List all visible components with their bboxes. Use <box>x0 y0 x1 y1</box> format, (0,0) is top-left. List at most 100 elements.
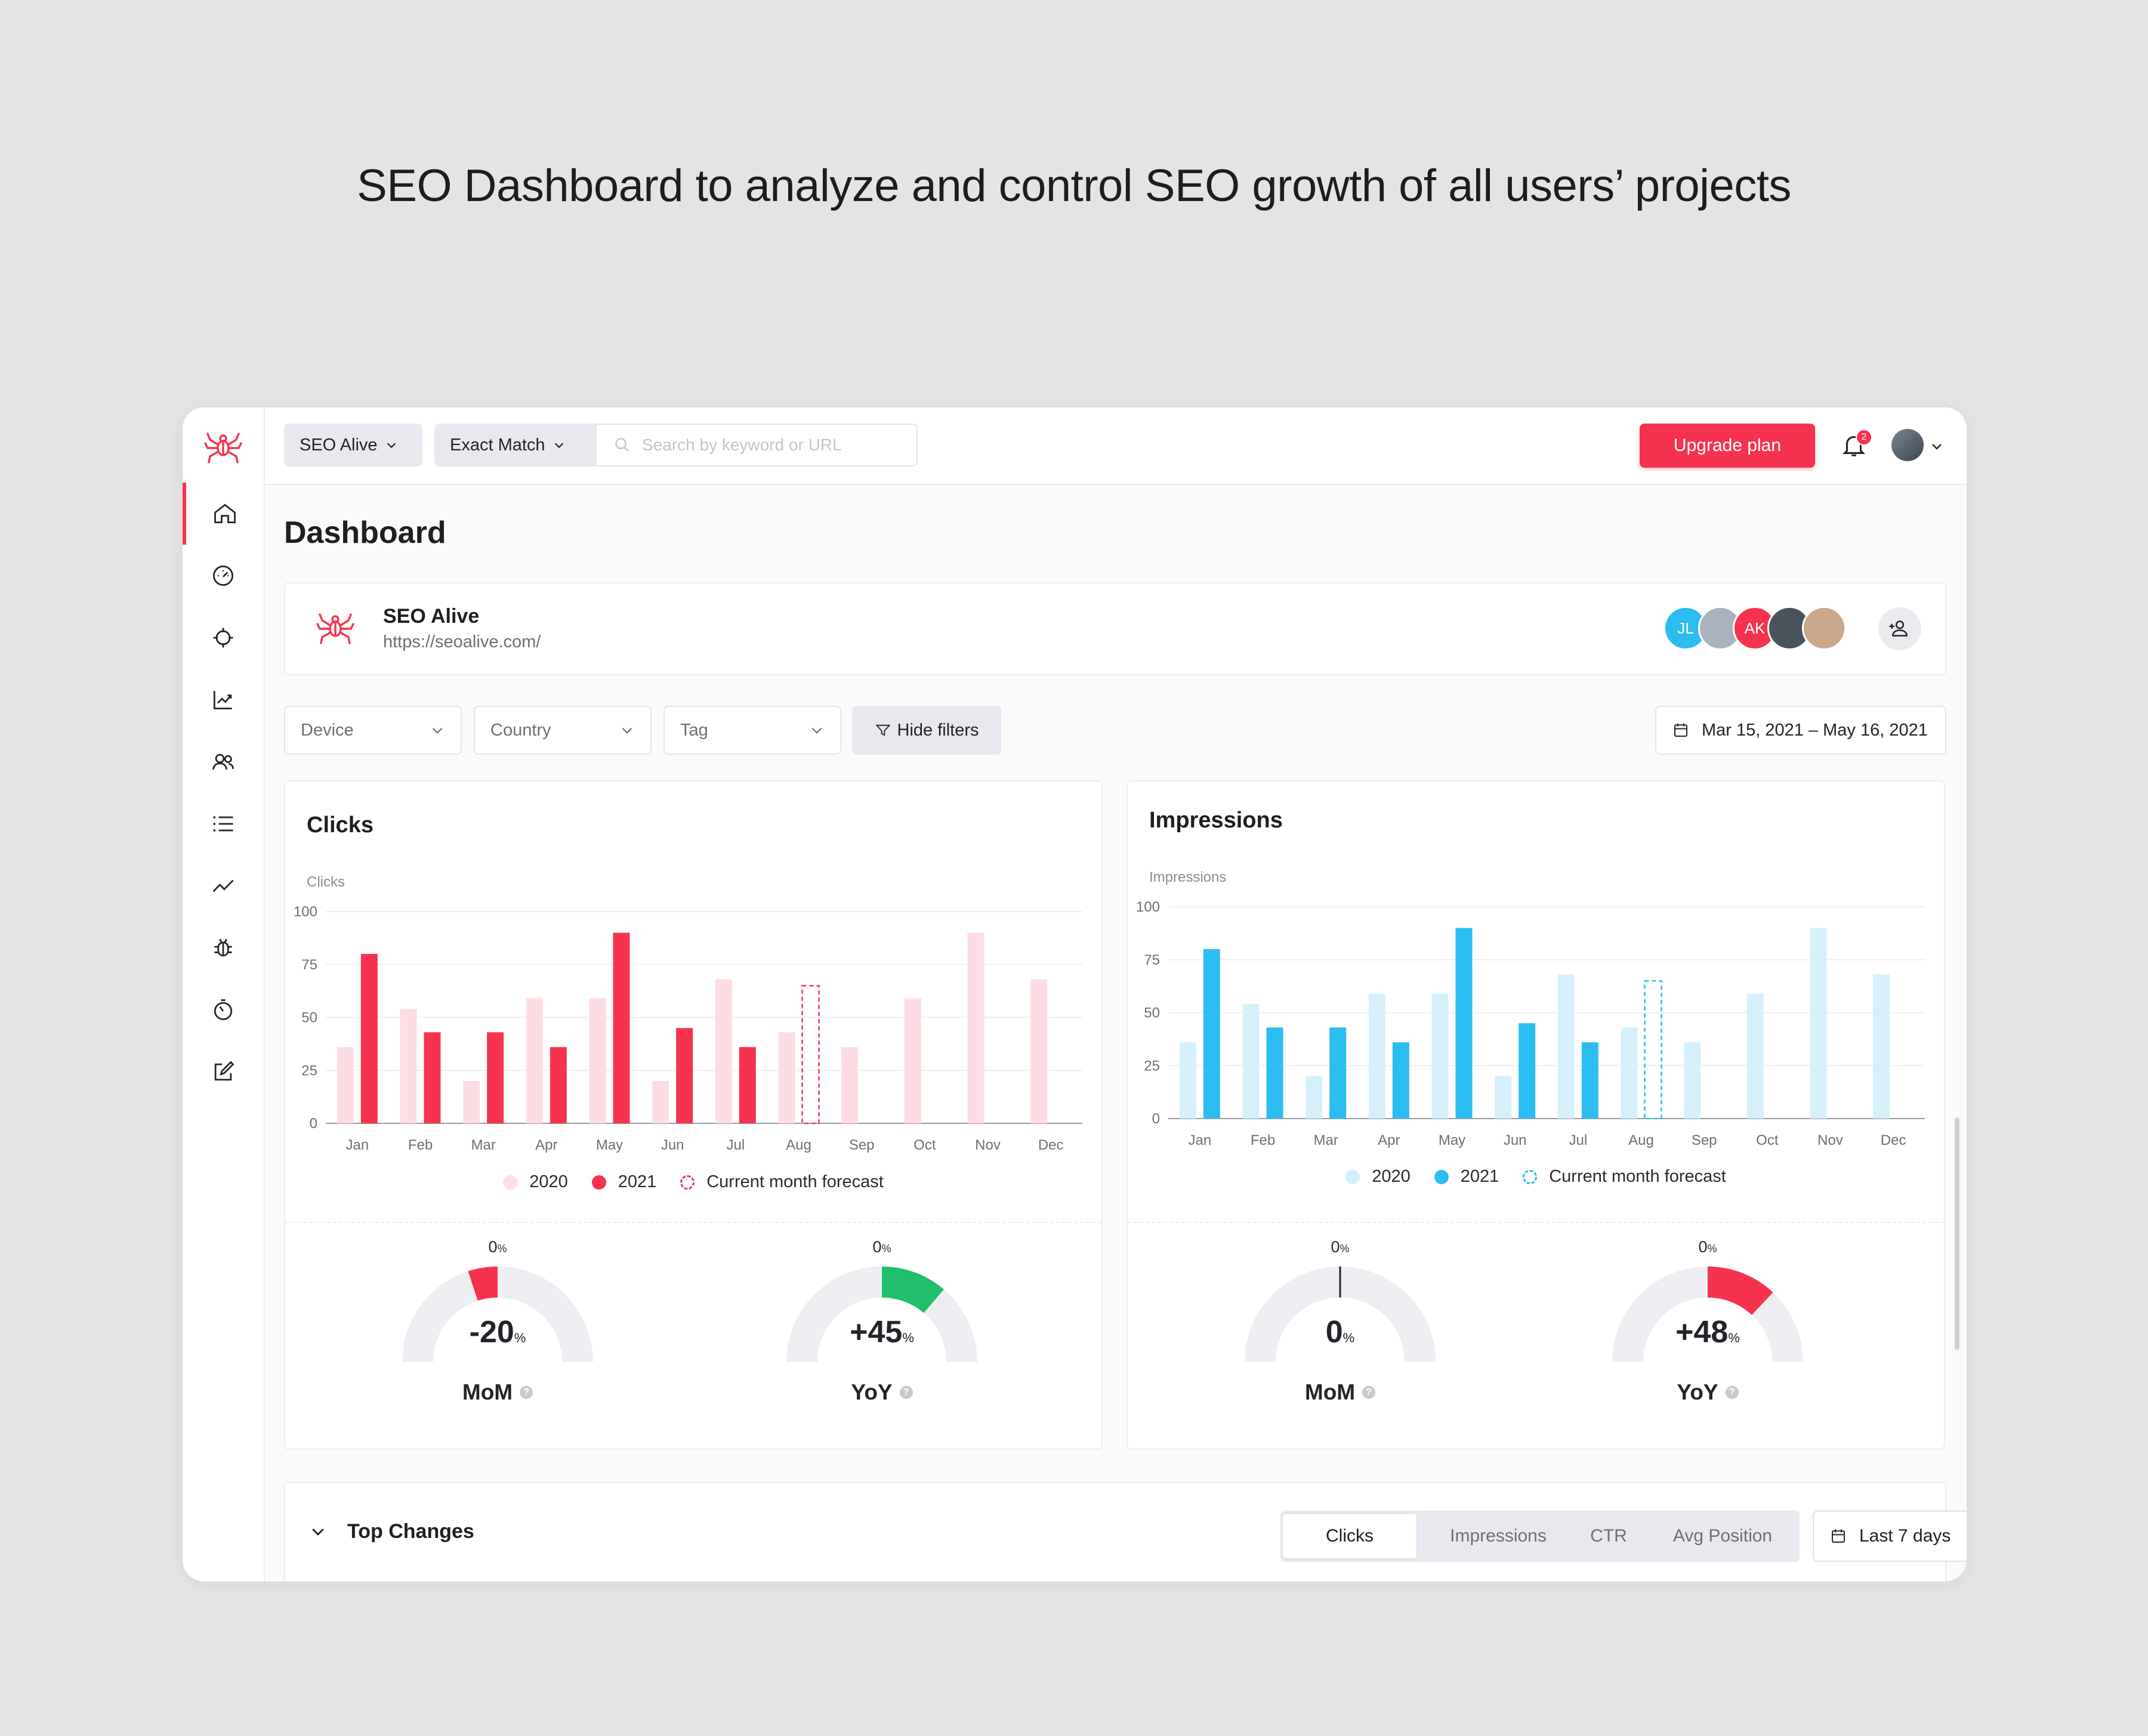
scrollbar[interactable] <box>1955 1117 1959 1350</box>
bar-2021[interactable] <box>424 1032 441 1123</box>
bar-2020[interactable] <box>904 998 921 1123</box>
project-select[interactable]: SEO Alive <box>284 424 422 467</box>
bar-2020[interactable] <box>841 1047 859 1123</box>
bar-2020[interactable] <box>1179 1042 1196 1119</box>
sidebar-item-home[interactable] <box>183 483 264 545</box>
bar-2021[interactable] <box>487 1032 504 1123</box>
avatar[interactable] <box>1802 606 1846 650</box>
bar-2020[interactable] <box>1873 974 1890 1119</box>
help-icon[interactable]: ? <box>1725 1386 1739 1399</box>
sidebar-item-trend[interactable] <box>183 855 264 917</box>
bar-2021[interactable] <box>739 1047 756 1123</box>
bar-2021[interactable] <box>360 954 378 1123</box>
bar-2020[interactable] <box>1431 993 1449 1119</box>
hide-filters-button[interactable]: Hide filters <box>852 706 1001 755</box>
top-bar: SEO Alive Exact Match Search by keyword … <box>183 407 1967 485</box>
sidebar-item-users[interactable] <box>183 731 264 793</box>
legend-dot <box>591 1175 606 1190</box>
bar-2020[interactable] <box>1746 993 1764 1119</box>
bar-2020[interactable] <box>463 1081 480 1123</box>
bar-2020[interactable] <box>526 998 543 1123</box>
bar-2020[interactable] <box>967 932 984 1124</box>
bar-2021[interactable] <box>1266 1027 1283 1119</box>
gauge-track <box>1245 1267 1436 1362</box>
date-range-picker[interactable]: Mar 15, 2021 – May 16, 2021 <box>1655 706 1946 755</box>
user-avatar[interactable] <box>1891 429 1924 461</box>
tab-impressions[interactable]: Impressions <box>1450 1526 1547 1546</box>
bar-2020[interactable] <box>1495 1076 1512 1119</box>
period-select[interactable]: Last 7 days <box>1813 1510 1967 1562</box>
x-tick-label: Jul <box>726 1137 745 1153</box>
bar-2020[interactable] <box>337 1047 354 1123</box>
project-select-label: SEO Alive <box>300 435 378 455</box>
bar-2020[interactable] <box>652 1081 669 1123</box>
x-tick-label: Sep <box>1692 1132 1717 1148</box>
bar-2021[interactable] <box>613 932 630 1124</box>
gauge-arc <box>402 1267 593 1362</box>
project-url[interactable]: https://seoalive.com/ <box>383 632 541 651</box>
sidebar-item-speed[interactable] <box>183 545 264 607</box>
gauge-value: -20% <box>402 1314 593 1350</box>
divider <box>1128 1222 1944 1223</box>
device-select[interactable]: Device <box>284 706 462 755</box>
bar-2021[interactable] <box>1519 1023 1536 1119</box>
bar-2020[interactable] <box>1368 993 1385 1119</box>
bar-2020[interactable] <box>1306 1076 1323 1119</box>
bar-2020[interactable] <box>589 998 606 1123</box>
bar-2021[interactable] <box>676 1028 693 1123</box>
legend-dot <box>503 1175 518 1190</box>
tab-avg-position[interactable]: Avg Position <box>1672 1526 1773 1546</box>
tag-select[interactable]: Tag <box>663 706 841 755</box>
tab-ctr[interactable]: CTR <box>1590 1526 1627 1546</box>
sidebar-item-bugs[interactable] <box>183 917 264 979</box>
gauge-label: MoM? <box>402 1380 593 1405</box>
bar-2020[interactable] <box>1030 979 1048 1123</box>
spider-logo-icon[interactable] <box>203 425 243 466</box>
gauge-unit: % <box>1728 1330 1740 1345</box>
search-input[interactable]: Search by keyword or URL <box>597 424 918 467</box>
bar-2021[interactable] <box>1392 1042 1409 1119</box>
gauge-value: +45% <box>786 1314 977 1350</box>
sidebar-item-timer[interactable] <box>183 979 264 1041</box>
country-select[interactable]: Country <box>474 706 652 755</box>
gauge-top-number: 0 <box>488 1238 498 1256</box>
forecast-bar[interactable] <box>801 985 820 1125</box>
gauge-value: 0% <box>1245 1314 1436 1350</box>
gauge-top-value: 0% <box>1612 1238 1803 1256</box>
tag-select-label: Tag <box>680 720 708 740</box>
country-select-label: Country <box>490 720 551 740</box>
bar-2020[interactable] <box>715 979 732 1123</box>
x-tick-label: Apr <box>1378 1132 1400 1148</box>
x-tick-label: Mar <box>471 1137 495 1153</box>
bar-2021[interactable] <box>1455 928 1473 1119</box>
bar-2021[interactable] <box>550 1047 567 1123</box>
bar-2020[interactable] <box>400 1009 417 1123</box>
tab-clicks[interactable]: Clicks <box>1283 1514 1416 1558</box>
add-member-button[interactable] <box>1878 607 1921 650</box>
y-tick-label: 25 <box>1144 1058 1160 1074</box>
help-icon[interactable]: ? <box>1362 1386 1376 1399</box>
timer-icon <box>214 999 233 1020</box>
chevron-down-icon[interactable] <box>309 1522 327 1540</box>
sidebar-item-edit[interactable] <box>183 1041 264 1103</box>
help-icon[interactable]: ? <box>520 1386 533 1399</box>
bar-2020[interactable] <box>1684 1042 1701 1119</box>
sidebar-item-target[interactable] <box>183 607 264 669</box>
match-select[interactable]: Exact Match <box>434 424 597 467</box>
bar-2020[interactable] <box>1557 974 1575 1119</box>
sidebar-item-list[interactable] <box>183 793 264 855</box>
forecast-bar[interactable] <box>1644 980 1662 1120</box>
gauge-value: +48% <box>1612 1314 1803 1350</box>
upgrade-plan-button[interactable]: Upgrade plan <box>1640 424 1815 468</box>
bar-2021[interactable] <box>1329 1027 1347 1119</box>
bar-2020[interactable] <box>1621 1027 1638 1119</box>
chevron-down-icon[interactable] <box>1930 439 1944 453</box>
bar-2020[interactable] <box>778 1032 795 1123</box>
bar-2021[interactable] <box>1581 1042 1598 1119</box>
bar-2021[interactable] <box>1203 949 1220 1119</box>
match-select-label: Exact Match <box>450 435 545 455</box>
bar-2020[interactable] <box>1242 1004 1260 1119</box>
sidebar-item-growth[interactable] <box>183 669 264 731</box>
bar-2020[interactable] <box>1810 928 1827 1119</box>
help-icon[interactable]: ? <box>899 1386 913 1399</box>
